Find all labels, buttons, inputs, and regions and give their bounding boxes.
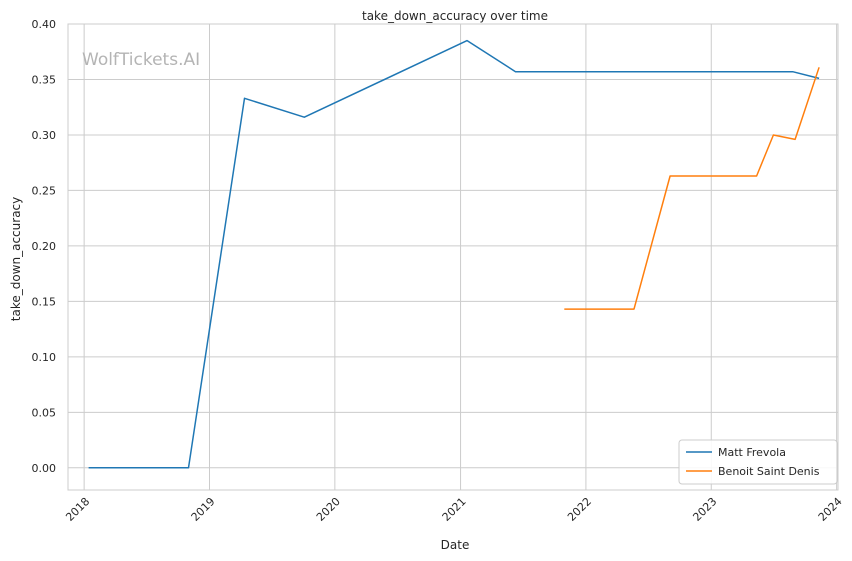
y-tick-label: 0.15 [32,295,57,308]
y-tick-label: 0.35 [32,73,57,86]
y-tick-label: 0.00 [32,462,57,475]
legend: Matt Frevola Benoit Saint Denis [678,439,838,485]
legend-label-series-1: Matt Frevola [718,446,786,459]
chart-title: take_down_accuracy over time [362,9,548,23]
y-tick-label: 0.30 [32,129,57,142]
watermark: WolfTickets.AI [82,50,200,70]
y-tick-label: 0.05 [32,406,57,419]
x-axis-label: Date [441,538,470,552]
legend-box [678,439,838,485]
series-line-2 [564,67,820,310]
y-axis-label: take_down_accuracy [9,197,23,321]
y-tick-label: 0.40 [32,18,57,31]
legend-label-series-2: Benoit Saint Denis [718,465,820,478]
series-layer [88,39,820,469]
y-tick-label: 0.25 [32,184,57,197]
series-line-1 [88,39,820,469]
tick-labels: 0.000.050.100.150.200.250.300.350.402018… [32,18,845,524]
plot-frame [67,23,839,491]
y-tick-label: 0.20 [32,240,57,253]
y-tick-label: 0.10 [32,351,57,364]
